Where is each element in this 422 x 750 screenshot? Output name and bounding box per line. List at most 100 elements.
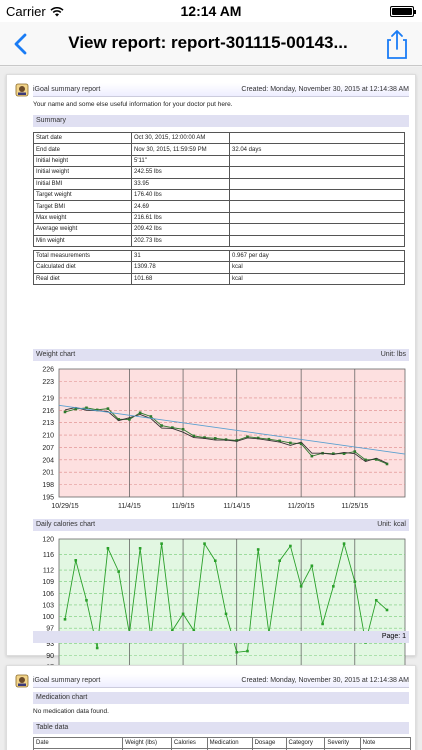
calories-chart: 8790939710010310610911211612010/29/1511/… bbox=[42, 537, 406, 680]
data-point bbox=[235, 439, 239, 442]
y-tick-label: 109 bbox=[42, 579, 54, 586]
data-point bbox=[160, 542, 163, 545]
table-cell: 209.42 lbs bbox=[131, 223, 230, 236]
data-point bbox=[203, 436, 206, 439]
x-tick-label: 11/4/15 bbox=[118, 503, 141, 510]
data-point bbox=[342, 452, 346, 455]
y-tick-label: 226 bbox=[42, 367, 54, 374]
column-header: Severity bbox=[324, 737, 361, 749]
medication-title: Medication chart bbox=[36, 694, 88, 701]
calories-chart-title: Daily calories chart bbox=[36, 521, 96, 528]
table-cell: kcal bbox=[229, 272, 405, 286]
x-tick-label: 10/29/15 bbox=[51, 503, 78, 510]
data-point bbox=[138, 411, 142, 415]
x-tick-label: 11/14/15 bbox=[223, 503, 250, 510]
table-cell: 0.967 per day bbox=[229, 249, 405, 263]
data-point bbox=[278, 439, 281, 443]
data-point bbox=[192, 629, 196, 632]
report-page-2: iGoal summary report Created: Monday, No… bbox=[6, 665, 416, 750]
report-created: Created: Monday, November 30, 2015 at 12… bbox=[241, 677, 409, 684]
report-intro: Your name and some else useful informati… bbox=[33, 101, 233, 108]
data-point bbox=[160, 424, 163, 427]
data-point bbox=[85, 598, 88, 602]
table-cell: End date bbox=[33, 143, 132, 156]
back-button[interactable] bbox=[8, 30, 36, 58]
table-cell: 242.55 lbs bbox=[131, 166, 230, 179]
share-button[interactable] bbox=[382, 28, 412, 60]
column-header: Medication bbox=[206, 737, 253, 749]
table-cell: Nov 30, 2015, 11:59:59 PM bbox=[131, 143, 230, 156]
column-header: Weight (lbs) bbox=[122, 737, 172, 749]
data-point bbox=[342, 542, 346, 545]
calories-chart-unit: Unit: kcal bbox=[377, 521, 406, 528]
data-point bbox=[181, 612, 185, 616]
table-cell: Max weight bbox=[33, 211, 132, 225]
weight-chart-unit: Unit: lbs bbox=[380, 351, 406, 358]
data-point bbox=[256, 548, 260, 551]
table-cell: 0 bbox=[251, 748, 287, 750]
table-row: Initial height 5'11" bbox=[33, 154, 405, 168]
table-row: End date Nov 30, 2015, 11:59:59 PM 32.04 d… bbox=[33, 143, 405, 156]
y-tick-label: 216 bbox=[42, 408, 54, 415]
data-point bbox=[353, 580, 357, 583]
data-point bbox=[299, 442, 303, 446]
data-point bbox=[310, 454, 314, 458]
weight-chart: 195 198 201 204 207 210 213 216 219 223 226 10/29/1… bbox=[42, 367, 406, 510]
data-point bbox=[74, 407, 78, 411]
weight-chart-header: Weight chart Unit: lbs bbox=[33, 349, 409, 361]
y-tick-label: 204 bbox=[42, 457, 54, 464]
table-cell: Calculated diet bbox=[33, 261, 132, 274]
data-table: Date Weight (lbs) Calories Medication Dosage… bbox=[32, 737, 412, 750]
medication-section-header: Medication chart bbox=[33, 692, 409, 704]
table-row: Min weight 202.73 lbs bbox=[33, 234, 405, 247]
data-point bbox=[374, 458, 378, 461]
table-cell: Minor bbox=[324, 748, 361, 750]
y-tick-label: 219 bbox=[42, 395, 54, 402]
y-tick-label: 112 bbox=[43, 568, 54, 575]
page-title: View report: report-301115-00143... bbox=[68, 33, 348, 52]
data-point bbox=[310, 564, 314, 568]
page-number: Page: 1 bbox=[381, 633, 406, 640]
app-logo-icon bbox=[15, 83, 29, 97]
battery-icon bbox=[390, 6, 416, 17]
page-footer: Page: 1 bbox=[33, 631, 409, 643]
report-app-title: iGoal summary report bbox=[33, 86, 101, 93]
data-point bbox=[192, 434, 196, 438]
y-tick-label: 213 bbox=[42, 420, 54, 427]
table-cell: 1309.78 bbox=[131, 261, 230, 274]
series-line bbox=[58, 404, 406, 455]
y-tick-label: 198 bbox=[42, 482, 54, 489]
report-viewer[interactable]: iGoal summary report Created: Monday, No… bbox=[0, 67, 422, 750]
table-cell: Target BMI bbox=[33, 200, 132, 213]
table-cell: 33.95 bbox=[131, 177, 230, 190]
table-cell: 32.04 days bbox=[229, 143, 405, 156]
medication-text: No medication data found. bbox=[33, 708, 109, 715]
column-header: Date bbox=[32, 737, 124, 749]
data-point bbox=[289, 544, 292, 548]
y-tick-label: 103 bbox=[42, 602, 54, 609]
y-tick-label: 116 bbox=[43, 552, 54, 559]
table-row: Average weight 209.42 lbs bbox=[33, 223, 405, 236]
chevron-left-icon bbox=[14, 33, 27, 55]
column-header: Note bbox=[359, 737, 412, 749]
data-point bbox=[203, 542, 206, 545]
data-point bbox=[106, 407, 110, 410]
y-tick-label: 90 bbox=[46, 653, 54, 660]
carrier-label: Carrier bbox=[6, 4, 46, 19]
data-point bbox=[299, 585, 303, 588]
x-tick-label: 11/20/15 bbox=[288, 503, 315, 510]
data-point bbox=[149, 415, 153, 418]
data-point bbox=[332, 585, 335, 588]
y-tick-label: 210 bbox=[42, 433, 54, 440]
table-cell bbox=[229, 211, 405, 225]
table-cell bbox=[229, 166, 405, 179]
y-tick-label: 195 bbox=[42, 495, 54, 502]
table-row: Max weight 216.61 lbs bbox=[33, 211, 405, 225]
data-point bbox=[289, 441, 292, 445]
status-left: Carrier bbox=[6, 4, 64, 19]
weight-chart-title: Weight chart bbox=[36, 351, 76, 358]
table-cell: Initial BMI bbox=[33, 177, 132, 190]
data-point bbox=[63, 617, 67, 621]
plot-area bbox=[58, 368, 406, 498]
table-cell: 101.68 bbox=[131, 272, 230, 286]
